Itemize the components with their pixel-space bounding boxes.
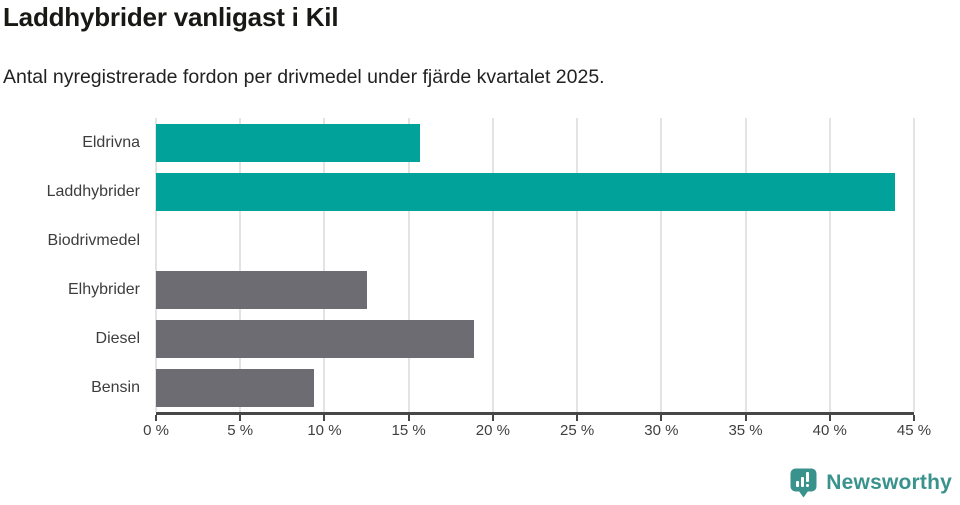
axis-tick bbox=[491, 415, 494, 421]
gridline bbox=[576, 118, 579, 412]
newsworthy-logo-icon bbox=[790, 468, 817, 498]
axis-tick bbox=[576, 415, 579, 421]
gridline bbox=[828, 118, 831, 412]
axis-tick bbox=[239, 415, 242, 421]
gridline bbox=[239, 118, 242, 412]
y-axis-label-elhybrider: Elhybrider bbox=[67, 280, 140, 298]
bar-laddhybrider bbox=[156, 172, 896, 211]
y-axis-label-laddhybrider: Laddhybrider bbox=[46, 182, 140, 200]
bar-bensin bbox=[156, 368, 315, 407]
x-axis-tick-label: 20 % bbox=[475, 422, 510, 439]
x-axis-tick-label: 45 % bbox=[896, 422, 932, 439]
bar-elhybrider bbox=[156, 270, 367, 309]
gridline bbox=[155, 118, 157, 412]
y-axis-label-bensin: Bensin bbox=[91, 378, 140, 396]
axis-tick bbox=[323, 415, 326, 421]
x-axis-tick-label: 0 % bbox=[143, 422, 169, 439]
bar-eldrivna bbox=[156, 123, 421, 162]
y-axis-label-eldrivna: Eldrivna bbox=[82, 133, 140, 151]
x-axis-tick-label: 10 % bbox=[307, 422, 342, 439]
x-axis-line bbox=[156, 412, 914, 415]
axis-tick bbox=[407, 415, 410, 421]
x-axis-tick-label: 5 % bbox=[227, 422, 254, 439]
newsworthy-logo-text: Newsworthy bbox=[826, 470, 952, 494]
x-axis-tick-label: 25 % bbox=[560, 422, 595, 439]
gridline bbox=[744, 118, 747, 412]
gridline bbox=[491, 118, 494, 412]
x-axis-tick-label: 30 % bbox=[644, 422, 679, 439]
plot-area bbox=[155, 118, 915, 421]
gridline bbox=[407, 118, 410, 412]
gridline bbox=[913, 118, 915, 412]
chart-title: Laddhybrider vanligast i Kil bbox=[3, 2, 339, 32]
bar-diesel bbox=[156, 319, 475, 358]
x-axis-tick-label: 35 % bbox=[728, 422, 763, 439]
newsworthy-logo[interactable]: Newsworthy bbox=[789, 467, 952, 498]
axis-tick bbox=[660, 415, 663, 421]
x-axis-tick-label: 15 % bbox=[391, 422, 426, 439]
gridline bbox=[323, 118, 326, 412]
gridline bbox=[660, 118, 663, 412]
y-axis-label-diesel: Diesel bbox=[95, 329, 140, 347]
x-axis-tick-label: 40 % bbox=[812, 422, 847, 439]
axis-tick bbox=[744, 415, 747, 421]
y-axis-label-biodrivmedel: Biodrivmedel bbox=[47, 231, 140, 249]
chart-subtitle: Antal nyregistrerade fordon per drivmede… bbox=[3, 66, 605, 88]
axis-tick bbox=[828, 415, 831, 421]
axis-tick bbox=[913, 415, 915, 421]
axis-tick bbox=[155, 415, 157, 421]
